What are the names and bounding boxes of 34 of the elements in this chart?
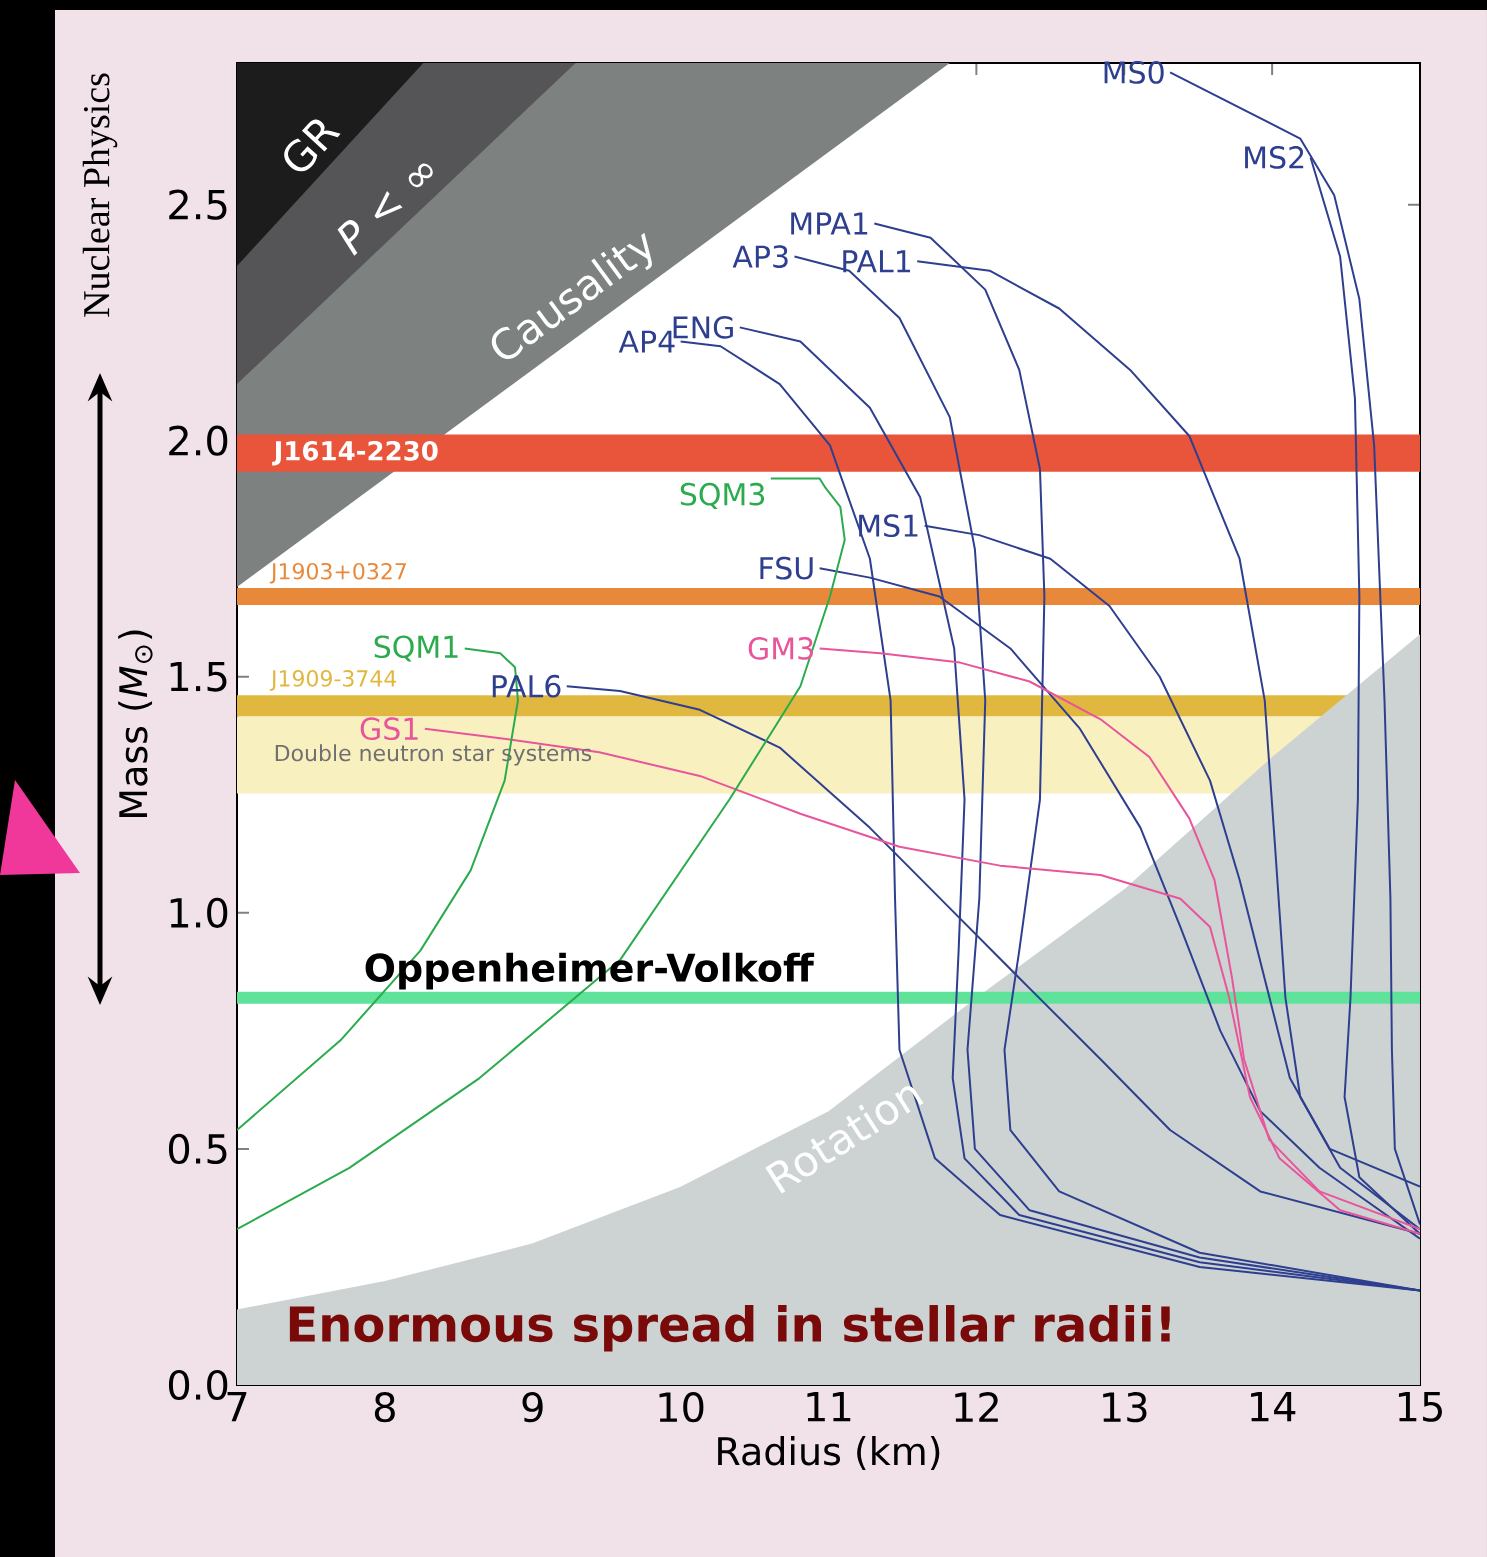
y-tick-label: 2.5 <box>169 189 227 220</box>
x-tick-label: 14 <box>1251 1392 1296 1422</box>
x-tick-label: 10 <box>659 1392 704 1423</box>
y-tick-label: 1.0 <box>170 897 228 928</box>
x-tick-label: 15 <box>1398 1392 1442 1422</box>
annotation: Enormous spread in stellar radii! <box>289 1305 1170 1352</box>
band-label: J1614-2230 <box>272 440 438 466</box>
x-tick-label: 9 <box>522 1392 543 1423</box>
band-label: J1909-3744 <box>269 670 397 691</box>
series-label: SQM1 <box>374 635 458 662</box>
x-tick-label: 12 <box>955 1392 998 1422</box>
series-label: GS1 <box>360 717 418 741</box>
y-tick-label: 0.5 <box>168 1133 227 1165</box>
x-tick-label: 11 <box>807 1392 851 1422</box>
series-label: GM3 <box>748 637 813 660</box>
y-axis-title: Mass (M$_{⊙}$) <box>118 630 153 817</box>
x-tick-label: 8 <box>374 1392 395 1423</box>
x-tick-label: 7 <box>227 1392 247 1422</box>
x-axis-title: Radius (km) <box>718 1436 940 1470</box>
series-label: ENG <box>673 316 733 339</box>
series-label: MS2 <box>1245 146 1304 169</box>
series-label: MS1 <box>859 514 918 538</box>
y-tick-label: 0.0 <box>168 1369 228 1401</box>
series-label: AP3 <box>732 245 788 268</box>
band-label: J1903+0327 <box>269 562 406 584</box>
text: Nuclear Physics <box>82 73 118 317</box>
series-label: FSU <box>760 556 813 580</box>
series-label: MPA1 <box>791 212 868 235</box>
series-label: PAL1 <box>843 250 911 273</box>
series-label: SQM3 <box>680 482 765 509</box>
y-tick-label: 1.5 <box>170 661 227 692</box>
x-tick-label: 13 <box>1103 1392 1147 1423</box>
series-label: MS0 <box>1104 61 1164 84</box>
y-tick-label: 2.0 <box>169 425 228 456</box>
